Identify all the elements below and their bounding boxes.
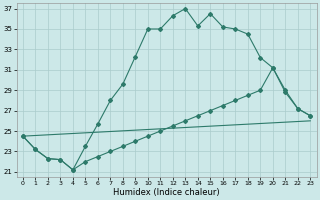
X-axis label: Humidex (Indice chaleur): Humidex (Indice chaleur) bbox=[113, 188, 220, 197]
